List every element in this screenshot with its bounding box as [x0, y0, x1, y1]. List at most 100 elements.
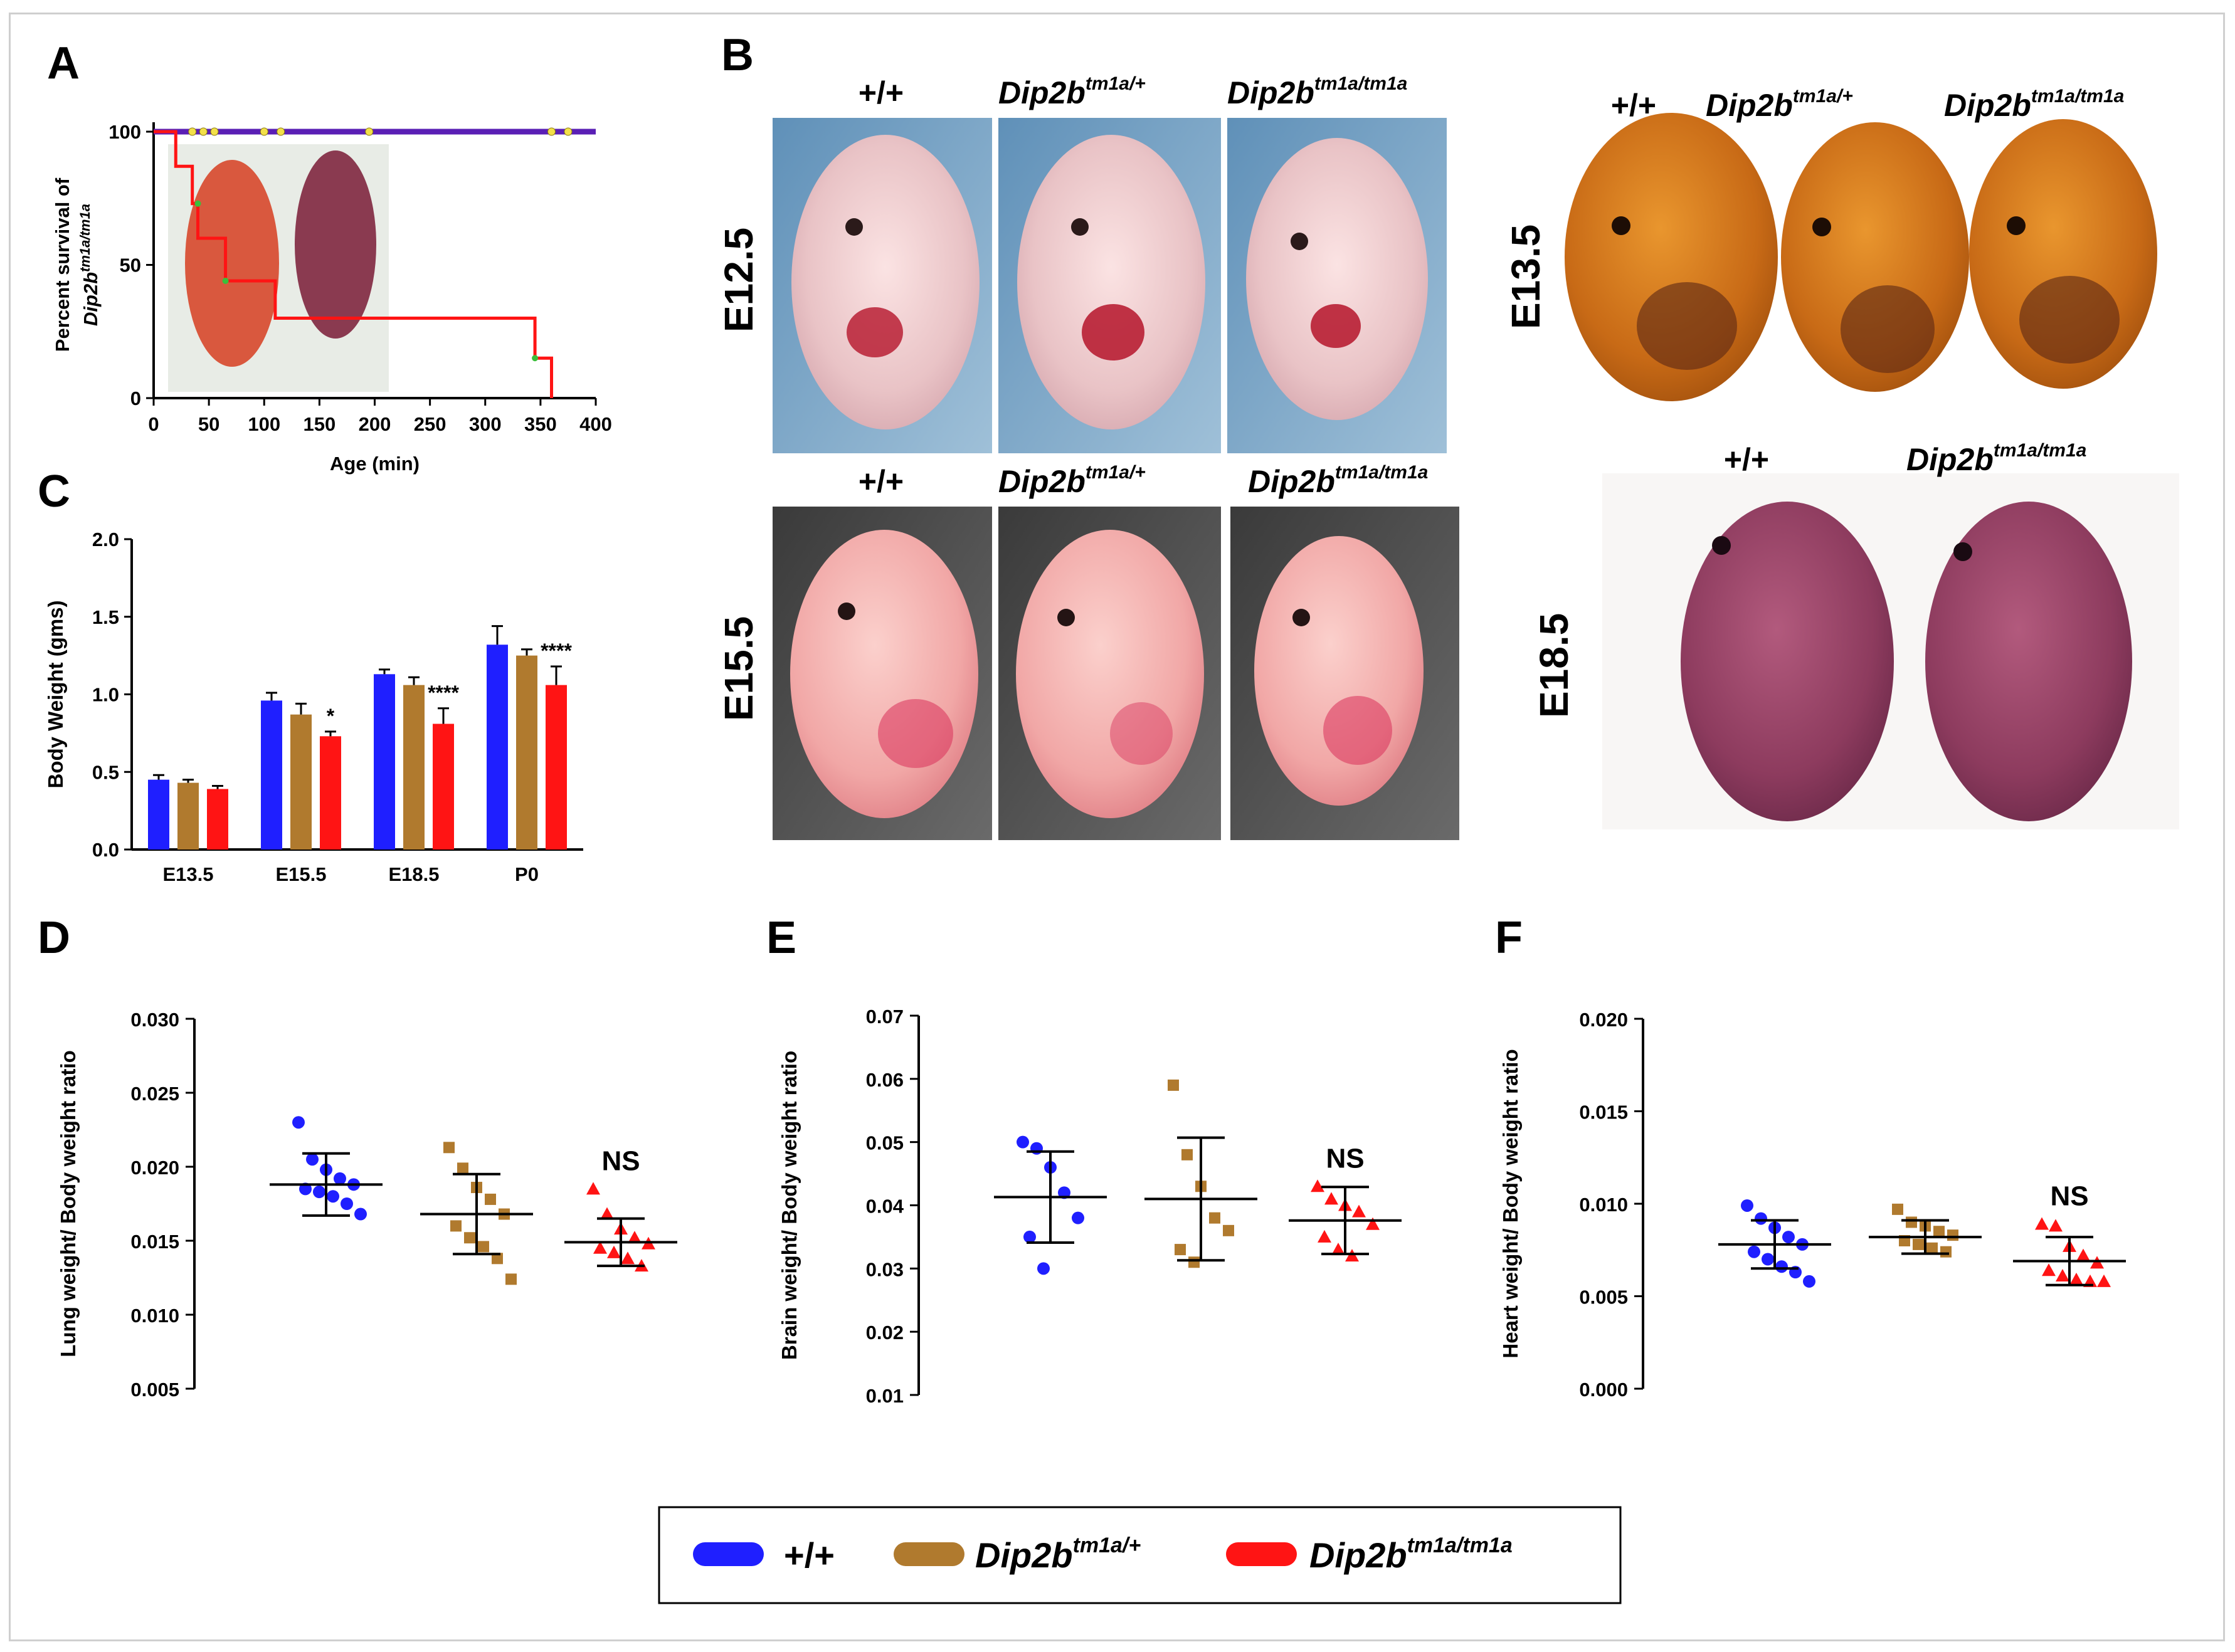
y-axis-label: Brain weight/ Body weight ratio [778, 1051, 801, 1360]
data-point [1803, 1275, 1815, 1288]
label-e12-wt: +/+ [859, 75, 904, 110]
category-label: E18.5 [388, 863, 439, 885]
data-point [1318, 1229, 1331, 1243]
data-point [1947, 1229, 1958, 1241]
y-tick-label: 0.005 [130, 1379, 179, 1401]
legend-swatch-wt [693, 1542, 764, 1566]
data-point [464, 1232, 475, 1244]
event-mark [532, 355, 539, 362]
stage-e12: E12.5 [716, 228, 761, 332]
stage-e15: E15.5 [716, 616, 761, 721]
data-point [1168, 1079, 1179, 1091]
stage-e13: E13.5 [1503, 224, 1548, 329]
x-tick-label: 150 [304, 413, 336, 435]
panel-label-e: E [766, 913, 796, 963]
inset-pup-hom [295, 150, 376, 339]
censor-mark [365, 127, 374, 136]
data-point [1926, 1242, 1938, 1254]
data-point [1352, 1204, 1366, 1218]
y-axis-label: Body Weight (gms) [44, 600, 67, 788]
data-point [1782, 1231, 1795, 1244]
y-tick-label: 0.025 [130, 1083, 179, 1105]
legend-swatch-hom [1226, 1542, 1297, 1566]
lung-ratio-scatter: 0.005 0.010 0.015 0.020 0.025 0.030 Lung weigh… [56, 1009, 677, 1401]
data-point [1175, 1244, 1186, 1256]
data-point [450, 1220, 462, 1232]
bar [177, 782, 199, 850]
bar [207, 789, 228, 850]
data-point [607, 1245, 621, 1258]
panel-label-f: F [1495, 913, 1523, 963]
category-label: E13.5 [162, 863, 213, 885]
y-tick-label: 0.020 [1579, 1009, 1628, 1031]
data-point [341, 1197, 353, 1210]
y-axis-label: Heart weight/ Body weight ratio [1499, 1049, 1522, 1358]
data-point [593, 1241, 607, 1254]
data-point [478, 1241, 489, 1253]
data-point [1748, 1245, 1760, 1258]
ns-label: NS [2050, 1181, 2088, 1211]
bar [261, 700, 282, 850]
body-weight-bar-chart: 0.0 0.5 1.0 1.5 2.0 Body Weight (gms) E13.5 E15… [44, 529, 583, 885]
embryo-photographs [773, 113, 2179, 840]
data-point [1223, 1224, 1234, 1236]
data-point [1366, 1217, 1380, 1230]
y-tick-label: 0 [130, 387, 141, 409]
stage-e18: E18.5 [1531, 613, 1577, 718]
embryo-e12-het [1017, 135, 1205, 429]
data-point [1188, 1256, 1200, 1268]
legend-label-het: Dip2btm1a/+ [975, 1534, 1141, 1575]
data-point [1933, 1226, 1945, 1238]
y-tick-label: 0.010 [1579, 1194, 1628, 1216]
data-point [2056, 1269, 2069, 1282]
data-point [1058, 1186, 1070, 1199]
data-point [2069, 1272, 2083, 1285]
panel-label-c: C [38, 466, 70, 517]
y-tick-label: 0.05 [866, 1132, 904, 1154]
data-point [1324, 1192, 1338, 1205]
y-tick-label: 0.020 [130, 1157, 179, 1179]
data-point [1755, 1212, 1767, 1225]
bar [374, 674, 395, 850]
y-tick-label: 2.0 [92, 529, 119, 550]
label-e12-het: Dip2btm1a/+ [998, 73, 1146, 110]
bar [403, 685, 425, 850]
y-tick-label: 0.030 [130, 1009, 179, 1031]
data-point [1892, 1203, 1903, 1215]
embryo-e15-hom [1254, 536, 1424, 806]
y-tick-label: 1.0 [92, 684, 119, 706]
y-tick-label: 0.01 [866, 1385, 904, 1407]
embryo-e12-hom [1246, 138, 1428, 420]
survival-chart: 0 50 100 150 200 250 300 350 400 0 50 100 Age (min) P… [51, 121, 612, 475]
significance-label: **** [428, 681, 459, 704]
y-tick-label: 0.000 [1579, 1379, 1628, 1401]
data-point [1209, 1212, 1220, 1224]
embryo-e15-wt [790, 530, 978, 818]
y-tick-label: 0.015 [1579, 1102, 1628, 1123]
label-e18-wt: +/+ [1724, 442, 1769, 477]
data-point [1017, 1135, 1029, 1149]
data-point [1762, 1253, 1774, 1266]
panel-label-d: D [38, 913, 70, 963]
inset-pup-wt [185, 160, 279, 367]
y-tick-label: 0.015 [130, 1231, 179, 1253]
data-point [1775, 1260, 1788, 1273]
heart-ratio-scatter: 0.000 0.005 0.010 0.015 0.020 Heart weight/ B… [1499, 1009, 2126, 1401]
censor-mark [199, 127, 208, 136]
photo-labels: +/+ Dip2btm1a/+ Dip2btm1a/tm1a +/+ Dip2b… [716, 73, 2124, 721]
data-point [1331, 1243, 1345, 1256]
data-point [334, 1172, 346, 1185]
y-axis-label-line2: Dip2btm1a/tm1a [77, 204, 102, 326]
legend-label-hom: Dip2btm1a/tm1a [1309, 1534, 1513, 1575]
embryo-e18-wt [1681, 502, 1894, 821]
data-point [2097, 1274, 2111, 1287]
x-tick-label: 100 [248, 413, 280, 435]
ns-label: NS [601, 1145, 640, 1176]
data-point [1037, 1262, 1050, 1275]
label-e15-hom: Dip2btm1a/tm1a [1248, 462, 1428, 499]
data-point [505, 1273, 517, 1285]
y-tick-label: 0.005 [1579, 1286, 1628, 1308]
significance-label: * [327, 705, 335, 727]
